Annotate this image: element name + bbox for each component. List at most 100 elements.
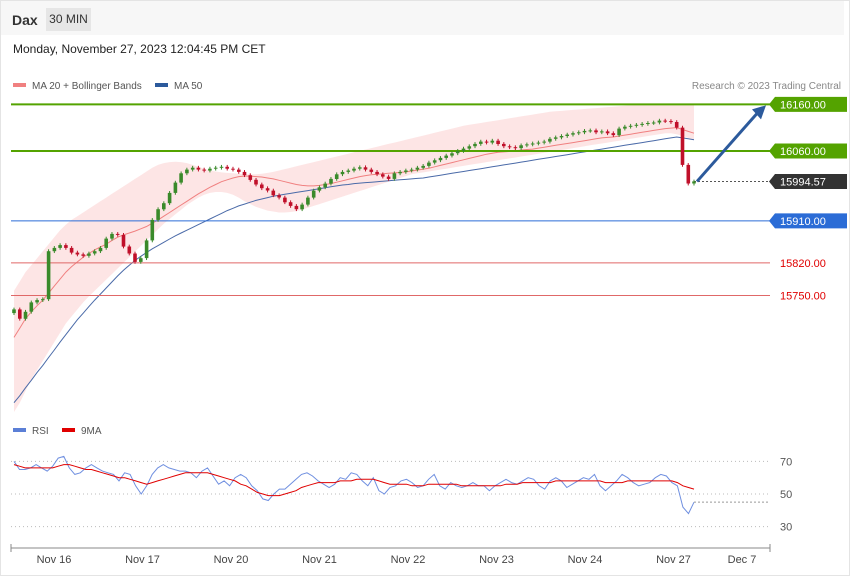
candle [634, 122, 639, 128]
candle-body [398, 171, 402, 174]
candle [231, 166, 235, 172]
candle-body [317, 187, 322, 191]
candle-body [571, 133, 575, 135]
candle-body [260, 184, 264, 189]
candle [358, 165, 362, 171]
legend-ma50: MA 50 [155, 81, 202, 92]
candle-body [605, 131, 610, 134]
x-tick-label: Nov 24 [568, 554, 603, 566]
candle [311, 188, 316, 200]
candle [438, 156, 443, 163]
candle-body [127, 246, 132, 254]
candle [409, 167, 414, 173]
candle [594, 128, 598, 135]
candle-body [559, 136, 564, 138]
candle [110, 232, 114, 241]
candle [225, 164, 229, 171]
candle-body [52, 247, 57, 252]
candle [127, 244, 132, 256]
candle [525, 142, 529, 148]
candle-body [248, 175, 253, 180]
candle [58, 243, 62, 250]
rsi-tick-label: 50 [780, 489, 792, 501]
candle [288, 200, 293, 208]
candle-body [536, 142, 541, 144]
level-label: 15994.57 [780, 176, 826, 188]
candle [386, 174, 391, 181]
candle [674, 120, 679, 130]
candle-body [196, 167, 201, 170]
candle-body [496, 140, 500, 144]
candle-body [404, 170, 408, 172]
candle [156, 207, 160, 222]
candle-body [87, 253, 91, 256]
candle [92, 249, 97, 256]
candle [536, 140, 541, 146]
candle [582, 129, 587, 135]
candle-body [242, 171, 247, 176]
candle [190, 165, 195, 172]
candle-body [490, 140, 495, 143]
ma20-line [13, 127, 695, 338]
candle [294, 204, 299, 212]
candle [144, 238, 149, 261]
candle [352, 166, 356, 173]
candle-body [657, 120, 662, 123]
candle [185, 167, 189, 176]
interval-button[interactable]: 30 MIN [46, 8, 91, 31]
candle-body [651, 122, 656, 124]
candle-body [513, 147, 518, 149]
candle [121, 232, 126, 249]
legend-rsi: RSI [13, 426, 49, 437]
candle [219, 164, 224, 170]
candle [444, 153, 448, 160]
x-tick-label: Nov 17 [125, 554, 160, 566]
candle [542, 139, 546, 145]
candle [473, 142, 477, 149]
candle-body [663, 120, 667, 122]
ma9-swatch [62, 428, 75, 433]
candle [559, 134, 564, 140]
legend-9ma-label: 9MA [81, 426, 102, 437]
candle-body [577, 132, 581, 134]
candle [300, 202, 304, 212]
candle [623, 124, 627, 131]
candle [98, 246, 103, 254]
candle-body [237, 169, 241, 172]
candle-body [64, 245, 68, 248]
x-tick-label: Nov 22 [391, 554, 426, 566]
candle-body [271, 190, 276, 196]
candle [283, 195, 287, 205]
candle-body [628, 125, 633, 127]
candle-body [133, 253, 137, 262]
candle [173, 180, 178, 195]
candle-body [444, 155, 448, 158]
candle [237, 167, 241, 174]
candle [115, 232, 120, 237]
ma50-line [13, 136, 695, 404]
candle-body [582, 130, 587, 133]
candle-body [634, 124, 639, 126]
candle [306, 195, 310, 207]
candle-body [352, 168, 356, 171]
candle-body [202, 169, 206, 171]
candle-body [150, 219, 155, 241]
candle-body [502, 143, 506, 147]
candle [208, 166, 212, 173]
candle-body [104, 238, 108, 248]
candle [490, 138, 495, 145]
candle [628, 123, 633, 129]
candle-body [674, 122, 679, 128]
candle [12, 307, 16, 316]
candle-body [92, 251, 97, 254]
candle-body [306, 197, 310, 205]
candle-body [185, 169, 189, 174]
candle-body [75, 252, 80, 255]
candle [29, 300, 34, 314]
candle-body [617, 128, 621, 136]
level-resistance: 16060.00 [11, 143, 847, 159]
candle-body [162, 203, 166, 210]
legend-ma20: MA 20 + Bollinger Bands [13, 81, 142, 92]
candle [548, 136, 552, 144]
candle-body [432, 160, 437, 163]
